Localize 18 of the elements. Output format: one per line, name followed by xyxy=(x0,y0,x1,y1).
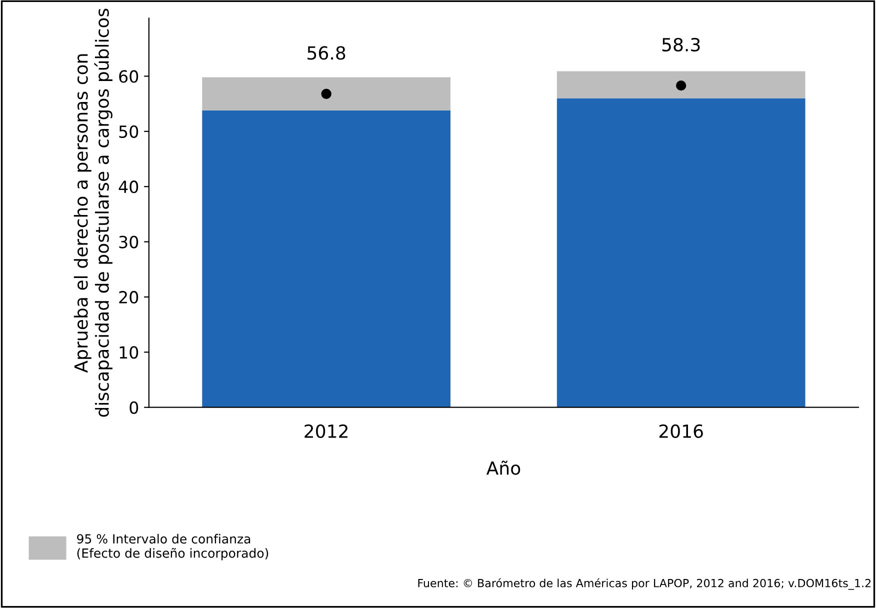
y-axis-title: Aprueba el derecho a personas con discapacidad de postularse a cargos públicos xyxy=(74,8,112,417)
source-note: Fuente: © Barómetro de las Américas por LAPOP, 2012 and 2016; v.DOM16ts_1.2 xyxy=(418,578,871,590)
y-tick-label: 40 xyxy=(118,180,138,194)
bar xyxy=(556,71,806,98)
y-tick-label: 60 xyxy=(119,70,138,83)
data-label: 56.8 xyxy=(308,46,346,60)
y-tick-label: 30 xyxy=(119,236,138,248)
y-tick-label: 20 xyxy=(119,290,138,304)
x-axis-title: Año xyxy=(486,460,520,475)
legend-label: 95 % Intervalo de confianza (Efecto de diseño incorporado) xyxy=(77,534,268,560)
x-tick-label: 2016 xyxy=(659,424,703,438)
y-tick-label: 10 xyxy=(120,346,138,359)
data-label: 58.3 xyxy=(662,38,700,52)
y-tick-label: 50 xyxy=(119,125,138,138)
x-tick-label: 2012 xyxy=(304,424,348,438)
bar xyxy=(202,110,450,408)
bar xyxy=(202,77,450,110)
y-tick-label: 0 xyxy=(130,401,138,414)
